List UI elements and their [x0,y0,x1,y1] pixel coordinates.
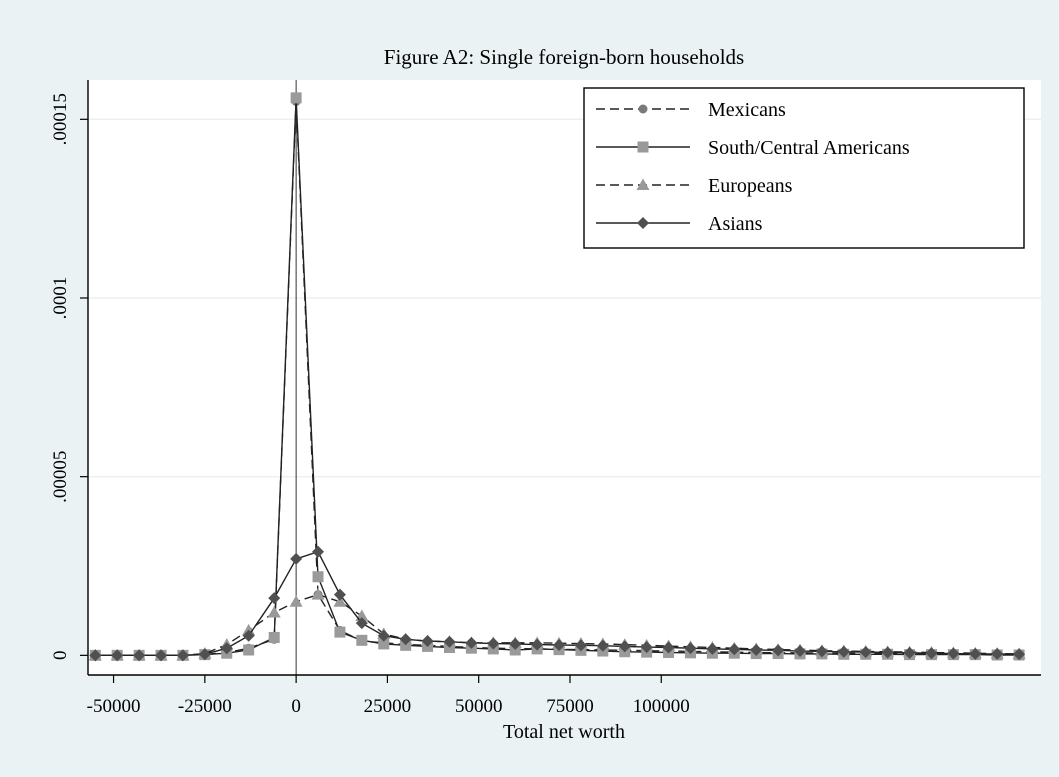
point-s3-2 [133,649,146,662]
chart-title: Figure A2: Single foreign-born household… [384,45,744,69]
legend-label-0: Mexicans [708,99,786,121]
point-s3-33 [815,645,828,658]
point-s3-38 [925,647,938,660]
point-s3-24 [618,640,631,653]
legend-marker-2 [636,178,650,190]
point-s3-15 [421,635,434,648]
point-s2-7 [242,623,256,636]
legend-marker-0 [638,104,648,114]
legend-entry-0: Mexicans [596,99,786,121]
point-s3-20 [531,638,544,651]
point-s3-41 [991,647,1004,660]
legend-box [583,87,1025,249]
point-s1-9 [290,92,302,104]
legend: Mexicans South/Central Americans Europeans… [583,87,1025,249]
y-tick-label-2: .0001 [50,277,71,320]
x-tick-label-1: -25000 [178,696,232,717]
point-s3-28 [706,642,719,655]
point-s3-25 [640,641,653,654]
point-s3-9 [290,552,303,565]
x-tick-label-5: 75000 [546,696,594,717]
point-s3-4 [176,649,189,662]
point-s3-18 [487,637,500,650]
x-tick-label-0: -50000 [87,696,141,717]
legend-marker-3 [637,217,649,229]
axes: 0 .00005 .0001 .00015 -50000 -25000 0 25000 5000… [50,80,1041,717]
point-s2-8 [267,605,281,618]
point-s3-11 [333,588,346,601]
legend-entry-3: Asians [596,213,763,235]
y-tick-label-3: .00015 [50,93,71,145]
point-s3-1 [111,649,124,662]
point-s2-11 [333,595,347,607]
x-tick-label-3: 25000 [364,696,412,717]
point-s3-23 [596,639,609,652]
point-s3-37 [903,646,916,659]
point-s3-19 [509,637,522,650]
point-s3-42 [1013,648,1026,661]
point-s3-5 [198,648,211,661]
point-s3-10 [312,545,325,558]
point-s3-36 [881,646,894,659]
y-tick-label-1: .00005 [50,451,71,503]
point-s3-14 [399,633,412,646]
point-s3-6 [220,642,233,655]
point-s1-8 [268,631,280,643]
point-s3-22 [574,639,587,652]
point-s3-35 [859,646,872,659]
x-tick-label-2: 0 [291,696,301,717]
point-s1-13 [378,638,390,650]
point-s3-34 [837,645,850,658]
x-tick-label-6: 100000 [633,696,690,717]
point-s3-27 [684,642,697,655]
point-s1-10 [312,571,324,583]
point-s1-14 [400,639,412,651]
point-s3-0 [89,649,102,662]
point-s3-7 [242,629,255,642]
legend-label-1: South/Central Americans [708,137,910,159]
x-tick-label-4: 50000 [455,696,503,717]
legend-label-3: Asians [708,213,763,235]
point-s3-29 [728,643,741,656]
point-s3-8 [268,592,281,605]
point-s3-26 [662,641,675,654]
x-axis-label: Total net worth [503,721,625,743]
point-s2-9 [289,595,303,607]
point-s3-3 [155,649,168,662]
point-s3-30 [750,643,763,656]
point-s3-39 [947,647,960,660]
point-s1-7 [243,644,255,656]
point-s3-17 [465,636,478,649]
series-group [88,92,1026,662]
point-s1-11 [334,626,346,638]
y-tick-label-0: 0 [50,651,71,661]
point-s1-19 [509,644,521,656]
legend-entry-2: Europeans [596,175,793,197]
point-s3-32 [794,645,807,658]
series-3 [89,545,1026,662]
point-s1-12 [356,634,368,646]
point-s3-13 [377,629,390,642]
point-s3-31 [772,644,785,657]
legend-label-2: Europeans [708,175,793,197]
point-s3-40 [969,647,982,660]
legend-entry-1: South/Central Americans [596,137,910,159]
point-s3-16 [443,635,456,648]
point-s3-12 [355,617,368,630]
legend-marker-1 [637,141,649,153]
point-s2-10 [311,588,325,600]
point-s3-21 [553,638,566,651]
